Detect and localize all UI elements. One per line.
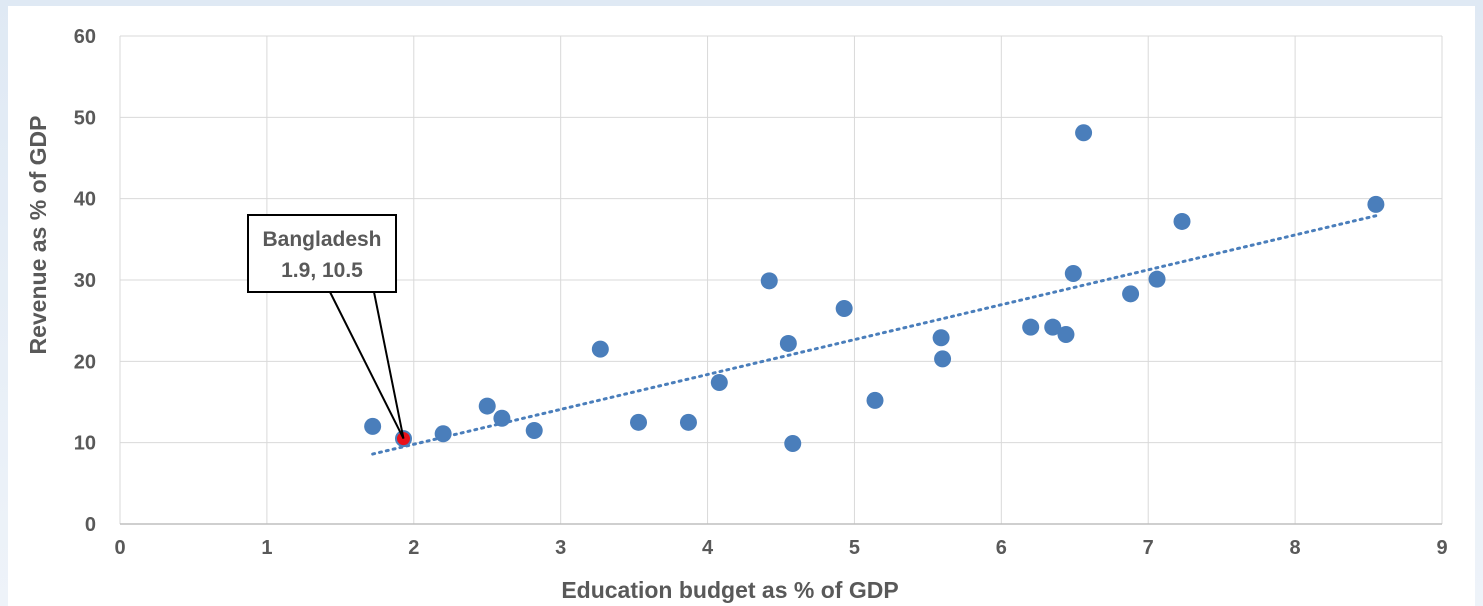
data-point (434, 425, 452, 443)
data-point (364, 417, 382, 435)
points-group (364, 124, 1385, 452)
data-point (1367, 195, 1385, 213)
y-tick-label: 30 (74, 270, 96, 292)
x-tick-label: 8 (1290, 537, 1301, 559)
y-axis-title: Revenue as % of GDP (25, 115, 51, 354)
callout-box (247, 214, 397, 293)
x-tick-label: 3 (555, 537, 566, 559)
data-point (1064, 264, 1082, 282)
data-point (679, 413, 697, 431)
data-point (478, 397, 496, 415)
data-point (1075, 124, 1093, 142)
x-tick-label: 4 (702, 537, 714, 559)
y-tick-label: 60 (74, 26, 96, 48)
grid (119, 35, 1443, 525)
data-point (1122, 285, 1140, 303)
data-point (779, 334, 797, 352)
x-tick-label: 1 (261, 537, 272, 559)
y-tick-label: 20 (74, 351, 96, 373)
x-tick-label: 2 (408, 537, 419, 559)
x-tick-label: 9 (1436, 537, 1447, 559)
data-point (934, 350, 952, 368)
data-point (1057, 325, 1075, 343)
callout-label: Bangladesh (262, 228, 381, 251)
data-point (784, 434, 802, 452)
data-point (1044, 318, 1062, 336)
x-tick-label: 7 (1143, 537, 1154, 559)
data-point (493, 409, 511, 427)
data-point (710, 373, 728, 391)
callout-value-label: 1.9, 10.5 (281, 259, 363, 282)
data-point (760, 272, 778, 290)
data-point (1173, 212, 1191, 230)
data-point (866, 391, 884, 409)
data-point (591, 340, 609, 358)
y-tick-label: 0 (85, 514, 96, 536)
y-tick-label: 50 (74, 107, 96, 129)
data-point (835, 299, 853, 317)
data-point (525, 421, 543, 439)
x-tick-label: 6 (996, 537, 1007, 559)
callout-pointer (328, 291, 405, 440)
trendline (371, 214, 1378, 456)
data-point (1022, 318, 1040, 336)
chart-frame: 0 1 2 3 4 5 6 7 8 9 0 10 20 30 40 50 60 Bangladesh 1.9, … (8, 6, 1475, 606)
data-point (1148, 270, 1166, 288)
y-tick-label: 40 (74, 189, 96, 211)
data-point (630, 413, 648, 431)
tick-labels: 0 1 2 3 4 5 6 7 8 9 0 10 20 30 40 50 60 (74, 26, 1448, 559)
x-tick-label: 5 (849, 537, 860, 559)
bangladesh-callout: Bangladesh 1.9, 10.5 (247, 214, 405, 440)
y-tick-label: 10 (74, 433, 96, 455)
data-point (932, 329, 950, 347)
trendline-group (371, 214, 1378, 456)
x-axis-title: Education budget as % of GDP (561, 577, 898, 603)
scatter-chart: 0 1 2 3 4 5 6 7 8 9 0 10 20 30 40 50 60 Bangladesh 1.9, … (25, 26, 1448, 603)
x-tick-label: 0 (114, 537, 125, 559)
